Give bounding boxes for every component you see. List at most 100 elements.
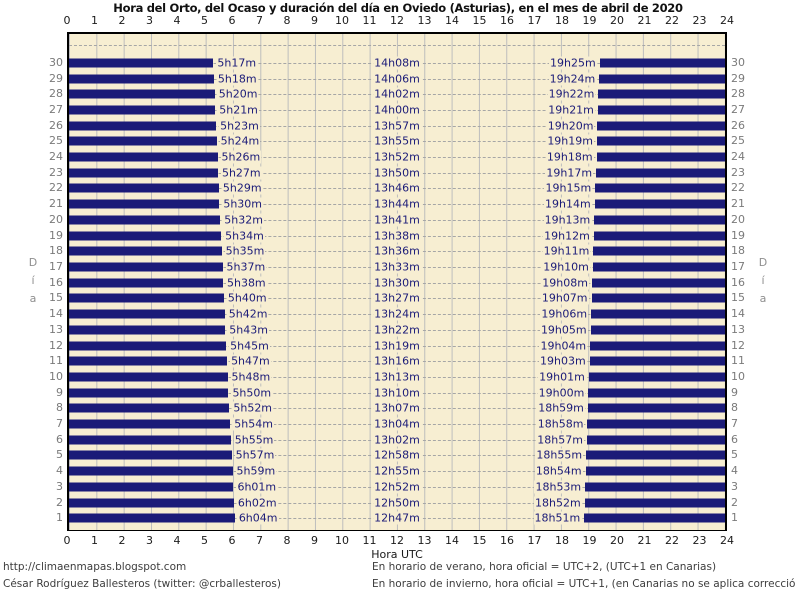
night-bar-before-sunrise [69, 388, 229, 398]
sunset-time-label: 19h05m [539, 323, 588, 337]
night-bar-after-sunset [595, 183, 725, 193]
day-row: 5h27m 13h50m 19h17m 23 23 [49, 165, 745, 181]
hour-tick-label: 18 [555, 534, 569, 547]
sunrise-time-label: 6h04m [237, 511, 279, 525]
hour-tick-label: 13 [417, 534, 432, 547]
day-number-right: 19 [731, 228, 745, 242]
day-duration-label: 13h44m [373, 197, 421, 211]
night-bar-before-sunrise [69, 231, 222, 241]
day-row: 5h55m 13h02m 18h57m 6 6 [56, 432, 738, 448]
footer-note-summer-time: En horario de verano, hora oficial = UTC… [372, 561, 717, 573]
day-number-right: 4 [731, 464, 738, 478]
hour-tick-label: 8 [283, 534, 291, 547]
night-bar-before-sunrise [69, 482, 234, 492]
night-bar-before-sunrise [69, 199, 220, 209]
sunset-time-label: 19h12m [543, 229, 591, 243]
sunset-time-label: 18h55m [535, 448, 584, 462]
night-bar-before-sunrise [69, 293, 224, 303]
day-duration-label: 13h46m [373, 181, 421, 195]
hour-tick-label: 2 [118, 534, 126, 547]
day-number-left: 2 [56, 495, 63, 509]
day-duration-label: 13h22m [373, 323, 421, 337]
day-number-left: 15 [49, 291, 63, 305]
day-number-left: 23 [49, 165, 63, 179]
hour-tick-label: 9 [311, 14, 318, 27]
night-bar-before-sunrise [69, 309, 225, 319]
hour-tick-label: 23 [692, 534, 707, 547]
sunrise-time-label: 5h55m [233, 433, 275, 447]
day-number-right: 27 [731, 102, 745, 116]
day-duration-label: 12h47m [373, 511, 421, 525]
day-number-left: 1 [56, 511, 63, 525]
sunset-time-label: 19h08m [541, 276, 589, 290]
sunset-time-label: 19h21m [547, 103, 595, 117]
day-row: 6h01m 12h52m 18h53m 3 3 [56, 479, 738, 495]
night-bar-after-sunset [586, 435, 725, 445]
sunset-time-label: 19h18m [545, 150, 594, 164]
night-bar-after-sunset [585, 466, 725, 476]
hour-tick-label: 21 [637, 534, 652, 547]
day-number-left: 3 [56, 479, 63, 493]
hour-tick-label: 3 [146, 14, 153, 27]
day-duration-label: 13h57m [373, 119, 421, 133]
night-bar-before-sunrise [69, 74, 214, 84]
sunrise-time-label: 5h50m [231, 386, 273, 400]
day-row: 5h32m 13h41m 19h13m 20 20 [49, 212, 745, 228]
night-bar-before-sunrise [69, 341, 227, 350]
day-number-right: 3 [731, 479, 738, 493]
day-duration-label: 13h10m [373, 386, 421, 400]
day-row: 5h57m 12h58m 18h55m 5 5 [56, 448, 738, 464]
hour-tick-label: 5 [201, 14, 208, 27]
day-duration-label: 14h00m [373, 103, 421, 117]
day-number-right: 30 [731, 55, 745, 69]
sunset-time-label: 19h03m [539, 354, 587, 368]
sunrise-time-label: 5h37m [225, 260, 267, 274]
sunrise-time-label: 5h59m [235, 464, 277, 478]
x-axis-bottom: 0 1 2 3 4 5 6 7 8 9 10 11 12 13 14 15 16 17 18 19 20 21 22 23 24 [64, 534, 735, 547]
sunset-time-label: 19h04m [539, 339, 588, 352]
day-number-left: 10 [49, 369, 63, 383]
hour-tick-label: 6 [228, 14, 236, 27]
sunrise-time-label: 5h52m [232, 401, 274, 415]
hour-tick-label: 20 [610, 14, 624, 27]
hour-tick-label: 17 [527, 14, 542, 27]
day-number-left: 30 [49, 55, 63, 69]
hour-tick-label: 22 [665, 534, 679, 547]
day-number-left: 13 [49, 322, 63, 336]
day-number-right: 23 [731, 165, 745, 179]
night-bar-after-sunset [591, 278, 725, 288]
sunset-time-label: 19h01m [538, 370, 586, 384]
night-bar-after-sunset [585, 482, 725, 492]
chart-title: Hora del Orto, del Ocaso y duración del … [113, 1, 683, 15]
day-number-left: 12 [49, 338, 63, 352]
day-number-right: 22 [731, 181, 745, 195]
hour-tick-label: 4 [173, 14, 181, 27]
night-bar-before-sunrise [69, 278, 223, 288]
day-duration-label: 13h36m [373, 244, 421, 258]
day-duration-label: 13h07m [373, 401, 421, 415]
hour-tick-label: 3 [146, 534, 153, 547]
sunset-time-label: 18h57m [536, 433, 584, 447]
hour-tick-label: 0 [63, 14, 71, 27]
night-bar-before-sunrise [69, 152, 218, 162]
day-number-right: 5 [731, 448, 738, 462]
night-bar-before-sunrise [69, 466, 233, 476]
sunset-time-label: 19h19m [546, 134, 594, 148]
hour-tick-label: 16 [500, 534, 514, 547]
night-bar-after-sunset [592, 262, 725, 272]
day-number-right: 15 [731, 291, 745, 305]
footer-url: http://climaenmapas.blogspot.com [3, 561, 187, 573]
sunset-time-label: 19h22m [547, 87, 596, 101]
hour-tick-label: 15 [472, 534, 487, 547]
day-number-right: 13 [731, 322, 745, 336]
day-number-right: 7 [731, 417, 738, 431]
sunrise-time-label: 5h57m [234, 448, 276, 462]
day-duration-label: 14h08m [373, 56, 421, 70]
hour-tick-label: 5 [201, 534, 208, 547]
sunrise-time-label: 5h38m [225, 276, 267, 290]
sunrise-time-label: 5h24m [219, 134, 261, 148]
day-row: 5h42m 13h24m 19h06m 14 14 [49, 306, 745, 322]
sunset-time-label: 19h10m [542, 260, 590, 274]
day-row: 5h59m 12h55m 18h54m 4 4 [56, 463, 738, 479]
